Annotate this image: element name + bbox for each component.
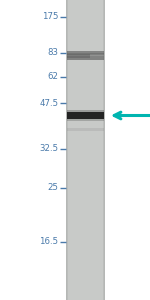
Text: 175: 175 — [42, 12, 58, 21]
Bar — [67, 119, 104, 121]
Bar — [66, 0, 67, 300]
Bar — [66, 0, 105, 300]
Text: 16.5: 16.5 — [39, 237, 58, 246]
Bar — [67, 51, 104, 60]
Bar — [67, 110, 104, 112]
Text: 47.5: 47.5 — [39, 99, 58, 108]
Text: 62: 62 — [48, 72, 58, 81]
Bar — [66, 0, 68, 300]
Text: 32.5: 32.5 — [39, 144, 58, 153]
Bar — [67, 112, 104, 119]
Bar — [67, 51, 104, 54]
Text: 25: 25 — [48, 183, 58, 192]
Bar — [103, 0, 105, 300]
Bar — [67, 53, 104, 55]
Bar — [67, 54, 90, 58]
Bar — [67, 128, 104, 131]
Bar — [104, 0, 105, 300]
Bar — [67, 56, 104, 60]
Text: 83: 83 — [48, 48, 58, 57]
